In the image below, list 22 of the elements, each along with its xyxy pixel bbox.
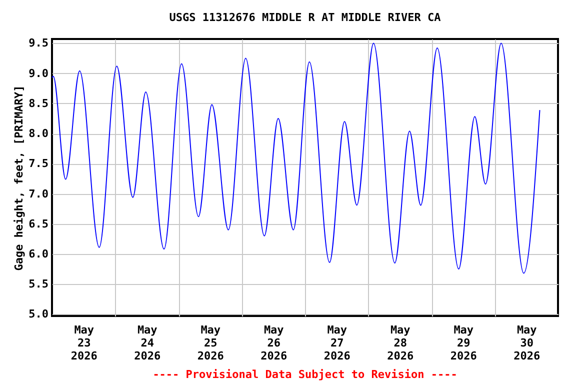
y-tick-label: 5.5 xyxy=(28,278,48,291)
chart-title: USGS 11312676 MIDDLE R AT MIDDLE RIVER CA xyxy=(169,11,442,24)
text: ---- Provisional Data Subject to Revision ---- xyxy=(152,368,458,381)
x-tick-label: May 30 2026 xyxy=(514,324,540,362)
x-tick-label: May 28 2026 xyxy=(387,324,414,362)
y-tick-label: 7.5 xyxy=(28,157,48,170)
y-tick-label: 8.5 xyxy=(28,96,48,110)
y-tick-label: 9.0 xyxy=(28,66,48,80)
y-tick-label: 5.0 xyxy=(28,308,48,321)
y-axis-title: Gage height, feet, [PRIMARY] xyxy=(12,85,26,271)
y-tick-label: 6.5 xyxy=(28,217,48,230)
x-tick-label: May 23 2026 xyxy=(70,324,98,362)
y-tick-label: 9.5 xyxy=(28,36,48,50)
y-tick-label: 7.0 xyxy=(28,187,48,200)
line-series xyxy=(52,42,540,274)
x-tick-label: May 24 2026 xyxy=(134,324,161,362)
x-tick-label: May 29 2026 xyxy=(450,324,478,362)
x-tick-label: May 26 2026 xyxy=(260,324,288,362)
y-tick-label: 6.0 xyxy=(28,247,48,260)
x-tick-label: May 25 2026 xyxy=(197,324,224,362)
y-tick-label: 8.0 xyxy=(28,127,48,140)
x-tick-label: May 27 2026 xyxy=(324,324,351,362)
